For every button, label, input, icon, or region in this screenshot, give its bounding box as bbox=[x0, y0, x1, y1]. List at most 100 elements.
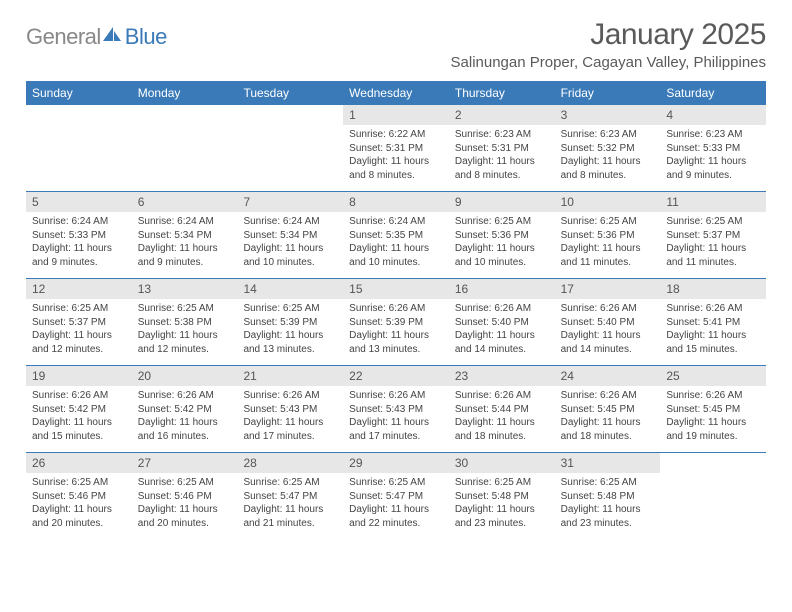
daylight-text: Daylight: 11 hours and 15 minutes. bbox=[32, 416, 126, 443]
day-number: 6 bbox=[132, 192, 238, 212]
day-body: Sunrise: 6:25 AMSunset: 5:47 PMDaylight:… bbox=[237, 473, 343, 534]
daylight-text: Daylight: 11 hours and 13 minutes. bbox=[243, 329, 337, 356]
day-cell bbox=[132, 105, 238, 191]
day-number: 21 bbox=[237, 366, 343, 386]
day-body: Sunrise: 6:26 AMSunset: 5:42 PMDaylight:… bbox=[26, 386, 132, 447]
day-body: Sunrise: 6:23 AMSunset: 5:33 PMDaylight:… bbox=[660, 125, 766, 186]
day-number: 20 bbox=[132, 366, 238, 386]
sunrise-text: Sunrise: 6:26 AM bbox=[666, 389, 760, 403]
weekday-header: Monday bbox=[132, 81, 238, 105]
sunrise-text: Sunrise: 6:26 AM bbox=[666, 302, 760, 316]
daylight-text: Daylight: 11 hours and 20 minutes. bbox=[32, 503, 126, 530]
sunrise-text: Sunrise: 6:26 AM bbox=[138, 389, 232, 403]
daylight-text: Daylight: 11 hours and 9 minutes. bbox=[138, 242, 232, 269]
weekday-header: Wednesday bbox=[343, 81, 449, 105]
daylight-text: Daylight: 11 hours and 15 minutes. bbox=[666, 329, 760, 356]
sunrise-text: Sunrise: 6:25 AM bbox=[138, 476, 232, 490]
day-number: 28 bbox=[237, 453, 343, 473]
day-body: Sunrise: 6:25 AMSunset: 5:39 PMDaylight:… bbox=[237, 299, 343, 360]
sunrise-text: Sunrise: 6:26 AM bbox=[561, 302, 655, 316]
sunset-text: Sunset: 5:38 PM bbox=[138, 316, 232, 330]
sunrise-text: Sunrise: 6:24 AM bbox=[349, 215, 443, 229]
weekday-header: Friday bbox=[555, 81, 661, 105]
sunset-text: Sunset: 5:35 PM bbox=[349, 229, 443, 243]
day-cell: 2Sunrise: 6:23 AMSunset: 5:31 PMDaylight… bbox=[449, 105, 555, 191]
logo: General Blue bbox=[26, 18, 167, 50]
day-cell: 9Sunrise: 6:25 AMSunset: 5:36 PMDaylight… bbox=[449, 192, 555, 278]
sunrise-text: Sunrise: 6:25 AM bbox=[561, 476, 655, 490]
day-cell: 8Sunrise: 6:24 AMSunset: 5:35 PMDaylight… bbox=[343, 192, 449, 278]
day-body: Sunrise: 6:25 AMSunset: 5:37 PMDaylight:… bbox=[660, 212, 766, 273]
daylight-text: Daylight: 11 hours and 17 minutes. bbox=[349, 416, 443, 443]
day-cell: 14Sunrise: 6:25 AMSunset: 5:39 PMDayligh… bbox=[237, 279, 343, 365]
sunset-text: Sunset: 5:36 PM bbox=[561, 229, 655, 243]
weekday-header: Saturday bbox=[660, 81, 766, 105]
sunset-text: Sunset: 5:44 PM bbox=[455, 403, 549, 417]
day-body: Sunrise: 6:26 AMSunset: 5:39 PMDaylight:… bbox=[343, 299, 449, 360]
weekday-header-row: Sunday Monday Tuesday Wednesday Thursday… bbox=[26, 81, 766, 105]
day-cell: 17Sunrise: 6:26 AMSunset: 5:40 PMDayligh… bbox=[555, 279, 661, 365]
day-number: 25 bbox=[660, 366, 766, 386]
daylight-text: Daylight: 11 hours and 9 minutes. bbox=[32, 242, 126, 269]
day-number: 15 bbox=[343, 279, 449, 299]
sunset-text: Sunset: 5:45 PM bbox=[666, 403, 760, 417]
day-number: 27 bbox=[132, 453, 238, 473]
day-body: Sunrise: 6:23 AMSunset: 5:31 PMDaylight:… bbox=[449, 125, 555, 186]
daylight-text: Daylight: 11 hours and 12 minutes. bbox=[138, 329, 232, 356]
sunset-text: Sunset: 5:43 PM bbox=[349, 403, 443, 417]
sunrise-text: Sunrise: 6:25 AM bbox=[349, 476, 443, 490]
day-cell: 1Sunrise: 6:22 AMSunset: 5:31 PMDaylight… bbox=[343, 105, 449, 191]
day-number bbox=[660, 453, 766, 459]
day-cell: 20Sunrise: 6:26 AMSunset: 5:42 PMDayligh… bbox=[132, 366, 238, 452]
sunset-text: Sunset: 5:31 PM bbox=[349, 142, 443, 156]
day-number: 8 bbox=[343, 192, 449, 212]
sunset-text: Sunset: 5:37 PM bbox=[666, 229, 760, 243]
sunset-text: Sunset: 5:37 PM bbox=[32, 316, 126, 330]
week-row: 19Sunrise: 6:26 AMSunset: 5:42 PMDayligh… bbox=[26, 366, 766, 453]
sunset-text: Sunset: 5:43 PM bbox=[243, 403, 337, 417]
day-cell: 27Sunrise: 6:25 AMSunset: 5:46 PMDayligh… bbox=[132, 453, 238, 539]
sunrise-text: Sunrise: 6:26 AM bbox=[32, 389, 126, 403]
sunset-text: Sunset: 5:34 PM bbox=[243, 229, 337, 243]
day-body: Sunrise: 6:26 AMSunset: 5:45 PMDaylight:… bbox=[555, 386, 661, 447]
day-body: Sunrise: 6:25 AMSunset: 5:47 PMDaylight:… bbox=[343, 473, 449, 534]
day-number: 31 bbox=[555, 453, 661, 473]
sunrise-text: Sunrise: 6:26 AM bbox=[349, 389, 443, 403]
day-number: 5 bbox=[26, 192, 132, 212]
sunset-text: Sunset: 5:39 PM bbox=[349, 316, 443, 330]
day-body: Sunrise: 6:24 AMSunset: 5:34 PMDaylight:… bbox=[237, 212, 343, 273]
sunrise-text: Sunrise: 6:26 AM bbox=[561, 389, 655, 403]
day-cell: 15Sunrise: 6:26 AMSunset: 5:39 PMDayligh… bbox=[343, 279, 449, 365]
day-cell: 23Sunrise: 6:26 AMSunset: 5:44 PMDayligh… bbox=[449, 366, 555, 452]
sunset-text: Sunset: 5:42 PM bbox=[32, 403, 126, 417]
day-number: 17 bbox=[555, 279, 661, 299]
daylight-text: Daylight: 11 hours and 11 minutes. bbox=[561, 242, 655, 269]
weekday-header: Sunday bbox=[26, 81, 132, 105]
day-cell: 29Sunrise: 6:25 AMSunset: 5:47 PMDayligh… bbox=[343, 453, 449, 539]
day-number: 22 bbox=[343, 366, 449, 386]
day-cell: 25Sunrise: 6:26 AMSunset: 5:45 PMDayligh… bbox=[660, 366, 766, 452]
sunrise-text: Sunrise: 6:24 AM bbox=[243, 215, 337, 229]
location: Salinungan Proper, Cagayan Valley, Phili… bbox=[451, 54, 766, 71]
sunrise-text: Sunrise: 6:25 AM bbox=[243, 302, 337, 316]
day-body: Sunrise: 6:25 AMSunset: 5:46 PMDaylight:… bbox=[26, 473, 132, 534]
daylight-text: Daylight: 11 hours and 10 minutes. bbox=[455, 242, 549, 269]
daylight-text: Daylight: 11 hours and 14 minutes. bbox=[561, 329, 655, 356]
sunrise-text: Sunrise: 6:26 AM bbox=[243, 389, 337, 403]
day-number: 30 bbox=[449, 453, 555, 473]
sunrise-text: Sunrise: 6:25 AM bbox=[138, 302, 232, 316]
day-number bbox=[132, 105, 238, 111]
logo-sail-icon bbox=[101, 25, 123, 43]
sunrise-text: Sunrise: 6:23 AM bbox=[666, 128, 760, 142]
sunset-text: Sunset: 5:33 PM bbox=[666, 142, 760, 156]
day-body: Sunrise: 6:26 AMSunset: 5:44 PMDaylight:… bbox=[449, 386, 555, 447]
sunset-text: Sunset: 5:36 PM bbox=[455, 229, 549, 243]
sunset-text: Sunset: 5:34 PM bbox=[138, 229, 232, 243]
day-body: Sunrise: 6:26 AMSunset: 5:43 PMDaylight:… bbox=[343, 386, 449, 447]
sunset-text: Sunset: 5:31 PM bbox=[455, 142, 549, 156]
sunset-text: Sunset: 5:47 PM bbox=[243, 490, 337, 504]
daylight-text: Daylight: 11 hours and 23 minutes. bbox=[455, 503, 549, 530]
day-body: Sunrise: 6:26 AMSunset: 5:42 PMDaylight:… bbox=[132, 386, 238, 447]
day-cell: 24Sunrise: 6:26 AMSunset: 5:45 PMDayligh… bbox=[555, 366, 661, 452]
week-row: 26Sunrise: 6:25 AMSunset: 5:46 PMDayligh… bbox=[26, 453, 766, 539]
